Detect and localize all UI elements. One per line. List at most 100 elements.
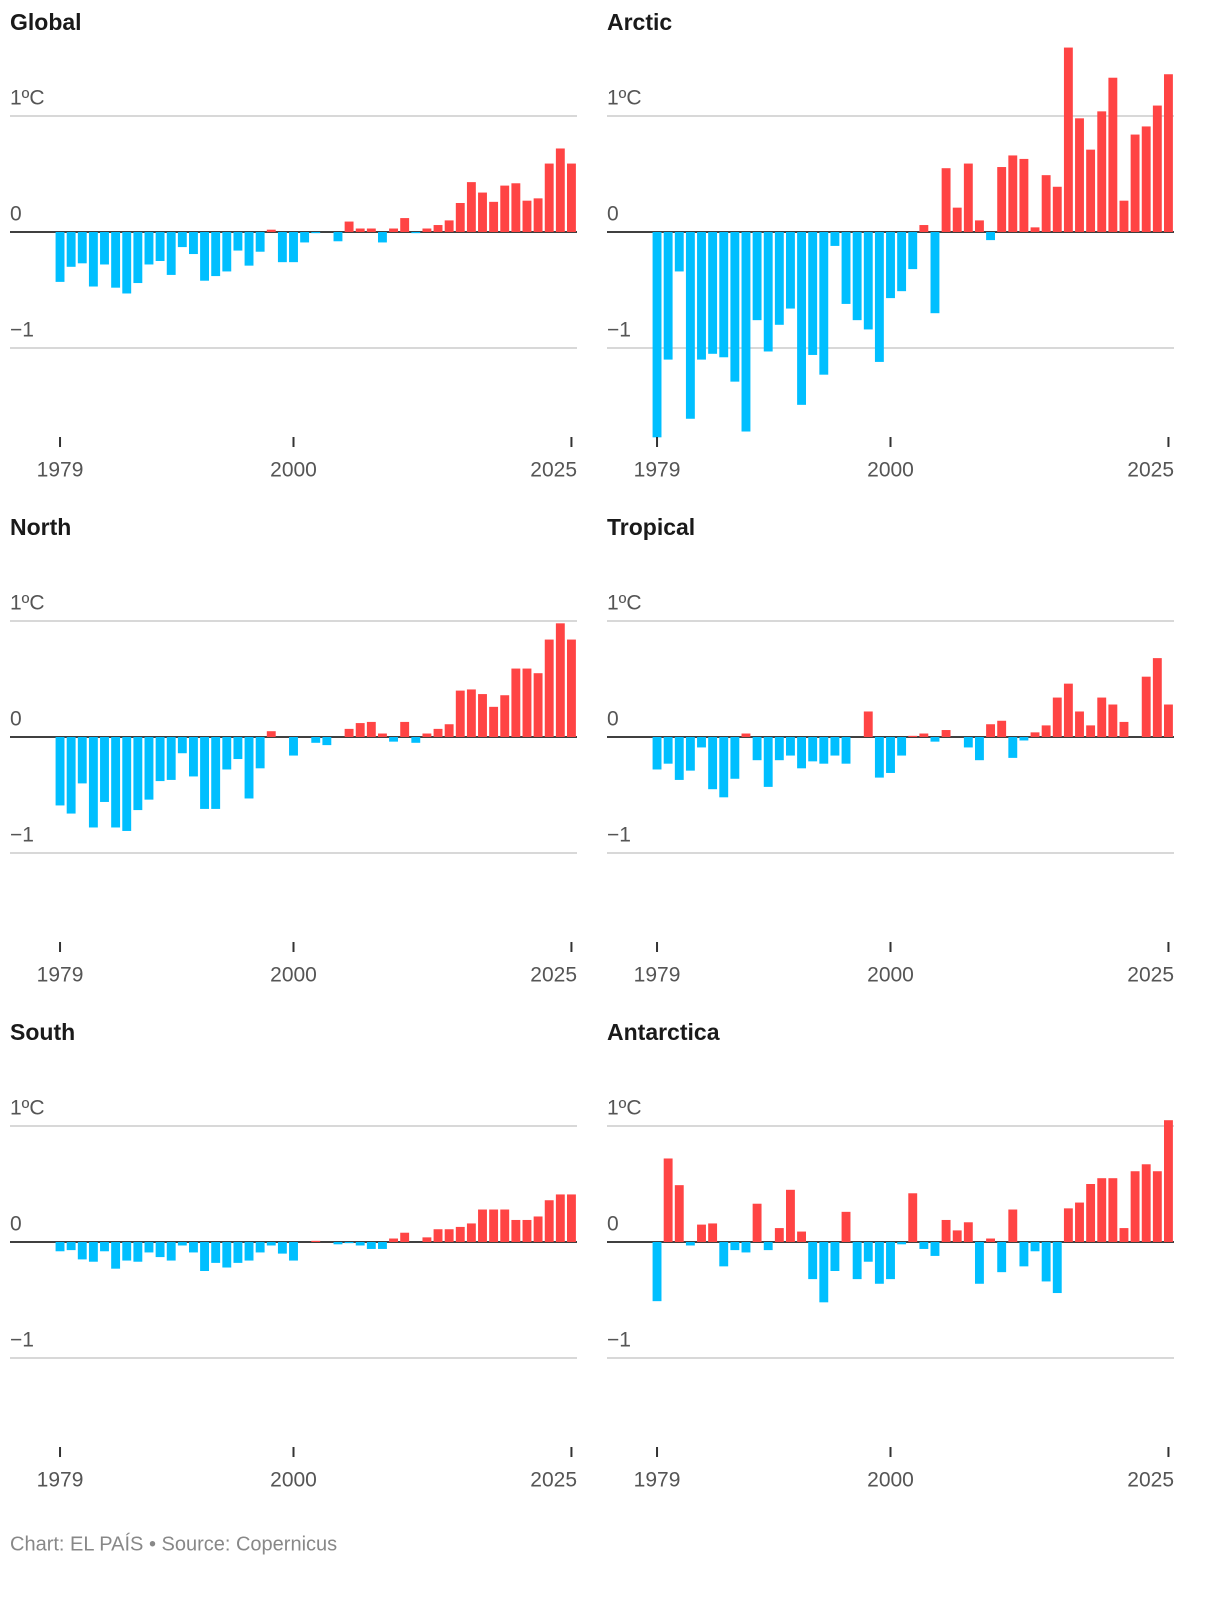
- bar: [322, 737, 332, 746]
- bar: [974, 220, 984, 232]
- bar: [986, 1238, 996, 1242]
- bar: [963, 163, 973, 232]
- bar: [222, 737, 232, 770]
- bar: [522, 1219, 532, 1242]
- bar: [455, 690, 465, 737]
- bar: [1008, 737, 1018, 758]
- bar: [422, 733, 432, 737]
- bar: [422, 1237, 432, 1242]
- y-tick-label: 0: [607, 708, 619, 731]
- bar: [344, 1242, 354, 1244]
- bar: [652, 232, 662, 438]
- bar: [544, 639, 554, 737]
- bar: [708, 232, 718, 354]
- bar: [77, 737, 87, 784]
- bar: [222, 232, 232, 272]
- bar: [111, 1242, 121, 1269]
- bar: [211, 232, 221, 277]
- bar: [400, 218, 410, 232]
- bar: [344, 221, 354, 232]
- bar: [88, 232, 98, 287]
- bar: [1052, 697, 1062, 737]
- bar: [111, 737, 121, 828]
- bar: [897, 232, 907, 292]
- bar: [708, 1223, 718, 1242]
- bar: [555, 1194, 565, 1242]
- x-tick-label: 2025: [530, 1469, 577, 1492]
- bar: [830, 737, 840, 756]
- bar: [652, 1242, 662, 1302]
- bar: [1086, 149, 1096, 232]
- bar: [763, 232, 773, 352]
- bar: [555, 148, 565, 232]
- bar: [919, 1242, 929, 1249]
- bar: [774, 737, 784, 761]
- bar: [300, 232, 310, 243]
- bar: [785, 1189, 795, 1242]
- bar: [952, 207, 962, 232]
- bar: [963, 737, 973, 748]
- bar: [144, 232, 154, 265]
- bar: [685, 737, 695, 771]
- bar: [719, 232, 729, 358]
- bar: [774, 232, 784, 325]
- bar: [444, 220, 454, 232]
- bar: [986, 724, 996, 737]
- bar: [433, 728, 443, 737]
- y-tick-label: 0: [607, 1213, 619, 1236]
- bar: [478, 694, 487, 737]
- bar: [1019, 737, 1029, 741]
- bar: [400, 721, 410, 737]
- y-tick-label: 0: [10, 203, 22, 226]
- bar: [311, 737, 321, 743]
- bar: [455, 1226, 465, 1242]
- x-tick-label: 2000: [270, 964, 317, 987]
- bar: [77, 1242, 87, 1260]
- bar: [566, 639, 576, 737]
- bar: [355, 228, 365, 232]
- bar: [997, 720, 1007, 737]
- bar: [500, 185, 510, 232]
- bar: [797, 1231, 807, 1242]
- bar: [852, 232, 862, 321]
- bar: [166, 1242, 176, 1261]
- bar: [1063, 47, 1073, 233]
- x-tick-label: 1979: [37, 1469, 84, 1492]
- bar: [466, 689, 476, 737]
- bar: [774, 1228, 784, 1242]
- bar: [133, 232, 143, 284]
- bar: [952, 1230, 962, 1242]
- bar: [555, 623, 565, 737]
- bar: [1008, 1209, 1018, 1242]
- y-tick-label: −1: [607, 824, 631, 847]
- bar: [311, 1240, 321, 1242]
- bar: [1141, 126, 1151, 232]
- bar: [1130, 134, 1140, 232]
- bar: [908, 1193, 918, 1242]
- bar: [333, 1242, 343, 1245]
- bar: [1063, 1208, 1073, 1242]
- bar: [266, 229, 276, 232]
- bar: [255, 737, 265, 769]
- bar: [674, 232, 684, 272]
- bar: [244, 232, 254, 266]
- bar: [1086, 725, 1096, 737]
- y-tick-label: 1ºC: [607, 1097, 642, 1120]
- panel-title: South: [10, 1019, 75, 1045]
- bar: [522, 200, 532, 232]
- bar: [874, 232, 884, 362]
- panel-title: Global: [10, 9, 82, 35]
- bar: [500, 1209, 510, 1242]
- bar: [266, 731, 276, 737]
- bar: [411, 232, 421, 234]
- bar: [66, 737, 76, 814]
- panel: Global 1ºC 0 −1 1979 2000 2025: [10, 9, 577, 482]
- bar: [289, 1242, 298, 1261]
- bar: [266, 1242, 276, 1246]
- bar: [1097, 697, 1107, 737]
- panel-title: Antarctica: [607, 1019, 720, 1045]
- bar: [697, 737, 706, 748]
- bar: [1075, 711, 1084, 737]
- bar: [422, 228, 432, 232]
- y-tick-label: 1ºC: [10, 87, 45, 110]
